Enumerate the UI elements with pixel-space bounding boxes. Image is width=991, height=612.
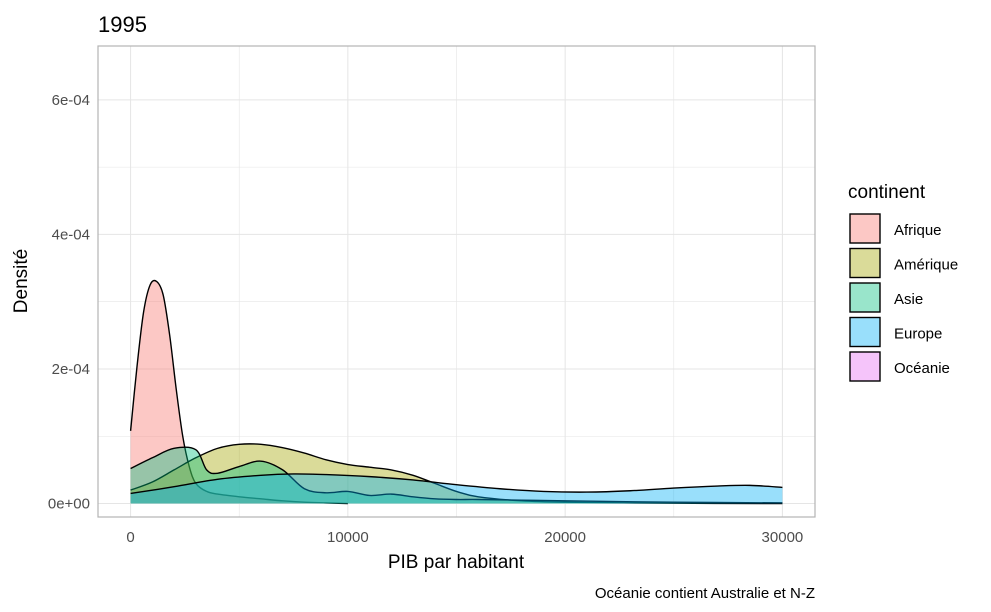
legend-label-amerique: Amérique <box>894 257 958 274</box>
y-axis-title: Densité <box>11 249 32 313</box>
y-axis-ticks: 0e+00 2e-04 4e-04 6e-04 <box>48 92 90 513</box>
y-tick-label: 4e-04 <box>52 226 90 243</box>
legend-label-afrique: Afrique <box>894 222 942 239</box>
plot-border <box>97 45 816 518</box>
grid-lines <box>98 46 815 517</box>
density-area-amerique <box>130 443 783 504</box>
legend-label-europe: Europe <box>894 326 942 343</box>
y-tick-label: 2e-04 <box>52 361 90 378</box>
legend-swatch-oceanie <box>849 351 881 382</box>
chart-title: 1995 <box>98 12 147 37</box>
x-tick-label: 10000 <box>327 529 369 546</box>
density-outline-afrique <box>129 279 348 505</box>
legend: Afrique Amérique Asie Europe Océanie <box>849 213 958 382</box>
x-tick-label: 0 <box>126 529 134 546</box>
legend-key-bg-oceanie <box>849 351 881 382</box>
density-outline-asie <box>130 446 783 504</box>
y-tick-label: 6e-04 <box>52 92 90 109</box>
legend-key-bg-afrique <box>849 213 881 244</box>
legend-swatch-amerique <box>849 247 881 279</box>
density-outline-europe <box>130 473 783 495</box>
x-axis-title: PIB par habitant <box>388 552 525 573</box>
density-outline-amerique <box>130 443 783 505</box>
density-area-afrique <box>130 280 348 504</box>
x-tick-label: 30000 <box>762 529 804 546</box>
legend-key-bg-europe <box>849 316 881 348</box>
y-tick-label: 0e+00 <box>48 496 90 513</box>
legend-swatch-afrique <box>849 213 881 244</box>
density-areas <box>129 279 783 505</box>
legend-label-oceanie: Océanie <box>894 360 950 377</box>
chart-caption: Océanie contient Australie et N-Z <box>595 585 815 602</box>
legend-key-bg-asie <box>849 282 881 313</box>
legend-label-asie: Asie <box>894 291 923 308</box>
density-area-europe <box>130 473 783 504</box>
legend-swatch-asie <box>849 282 881 313</box>
legend-swatch-europe <box>849 316 881 348</box>
x-tick-label: 20000 <box>544 529 586 546</box>
legend-key-bg-amerique <box>849 247 881 279</box>
legend-title: continent <box>848 182 926 203</box>
x-axis-ticks: 0 10000 20000 30000 <box>126 529 803 546</box>
density-area-asie <box>130 447 783 504</box>
